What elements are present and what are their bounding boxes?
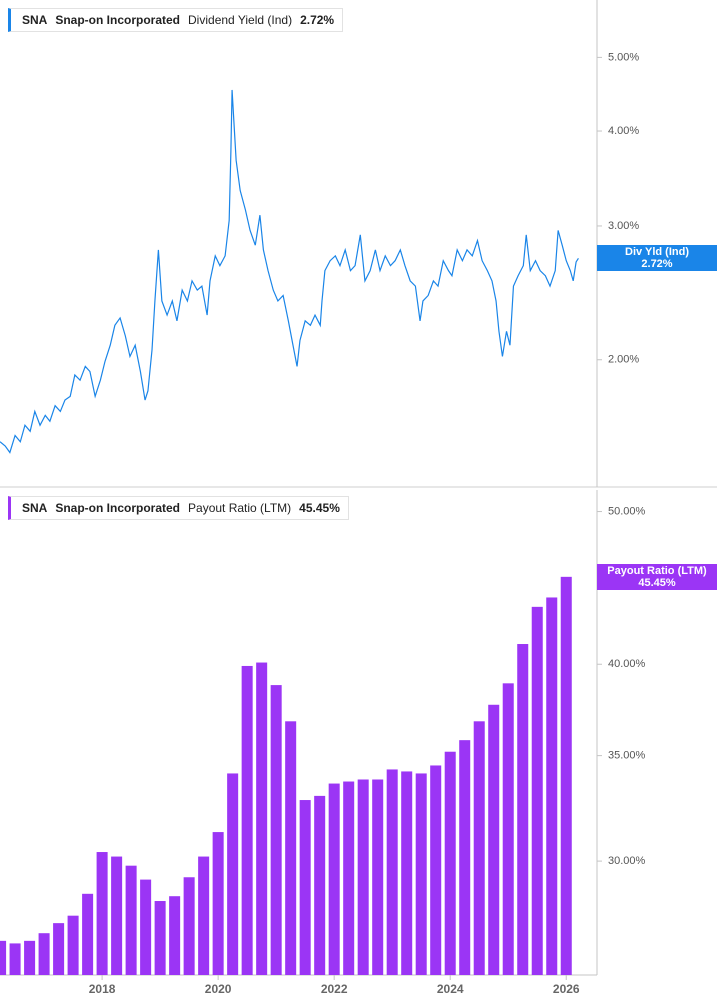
data-line <box>0 89 579 454</box>
bar <box>444 751 456 975</box>
bar <box>82 893 94 975</box>
x-tick-label: 2024 <box>437 982 464 996</box>
legend-series: Payout Ratio (LTM) <box>188 501 292 515</box>
y-tick-label: 35.00% <box>608 750 646 762</box>
bar <box>343 781 355 975</box>
bar <box>401 771 413 975</box>
y-tick-label: 30.00% <box>608 855 646 867</box>
legend: SNA Snap-on Incorporated Dividend Yield … <box>8 8 344 32</box>
legend: SNA Snap-on Incorporated Payout Ratio (L… <box>8 496 349 520</box>
bar <box>459 740 471 975</box>
bar <box>38 933 50 975</box>
tag-label: Div Yld (Ind) <box>625 246 689 259</box>
x-tick-label: 2020 <box>205 982 232 996</box>
y-tick-label: 2.00% <box>608 354 639 366</box>
bar <box>256 662 268 975</box>
bar <box>502 683 514 975</box>
bar <box>299 800 311 975</box>
bar <box>227 773 239 975</box>
y-tick-label: 4.00% <box>608 125 639 137</box>
bar <box>531 606 543 975</box>
bar <box>53 923 65 975</box>
bar <box>415 773 427 975</box>
tag-value: 45.45% <box>638 576 676 589</box>
bar <box>212 832 224 975</box>
bar <box>473 721 485 975</box>
bar <box>140 879 152 975</box>
bar <box>560 576 572 975</box>
bar <box>372 779 384 975</box>
bar <box>169 896 181 975</box>
tag-label: Payout Ratio (LTM) <box>607 564 707 577</box>
y-tick-label: 3.00% <box>608 220 639 232</box>
legend-company: Snap-on Incorporated <box>55 13 181 27</box>
bar <box>241 665 253 975</box>
bar <box>546 597 558 975</box>
plot-area <box>0 89 579 454</box>
legend-ticker: SNA <box>22 13 48 27</box>
bar <box>357 779 369 975</box>
legend-company: Snap-on Incorporated <box>55 501 181 515</box>
x-tick-label: 2022 <box>321 982 348 996</box>
legend-value: 45.45% <box>299 501 340 515</box>
y-tick-label: 40.00% <box>608 658 646 670</box>
y-tick-label: 50.00% <box>608 505 646 517</box>
bar <box>96 852 108 975</box>
bar <box>0 940 7 975</box>
legend-series: Dividend Yield (Ind) <box>188 13 293 27</box>
x-tick-label: 2026 <box>553 982 580 996</box>
tag-value: 2.72% <box>641 258 673 271</box>
bar <box>67 915 79 975</box>
bar <box>125 865 137 975</box>
bar <box>24 940 36 975</box>
plot-area <box>0 576 572 975</box>
bar <box>314 795 326 975</box>
y-tick-label: 5.00% <box>608 51 639 63</box>
bar <box>198 856 210 975</box>
legend-ticker: SNA <box>22 501 48 515</box>
bar <box>328 783 340 975</box>
last-value-tag: Payout Ratio (LTM) 45.45% <box>597 563 717 590</box>
bar <box>430 765 442 975</box>
bar <box>270 685 282 975</box>
bar <box>488 704 500 975</box>
bar <box>9 943 21 975</box>
bar <box>183 877 195 975</box>
x-tick-label: 2018 <box>89 982 116 996</box>
bar <box>154 901 166 975</box>
bar <box>285 721 297 975</box>
bar <box>386 769 398 975</box>
legend-value: 2.72% <box>300 13 335 27</box>
last-value-tag: Div Yld (Ind) 2.72% <box>597 245 717 272</box>
bar <box>111 856 123 975</box>
bar <box>517 644 529 975</box>
